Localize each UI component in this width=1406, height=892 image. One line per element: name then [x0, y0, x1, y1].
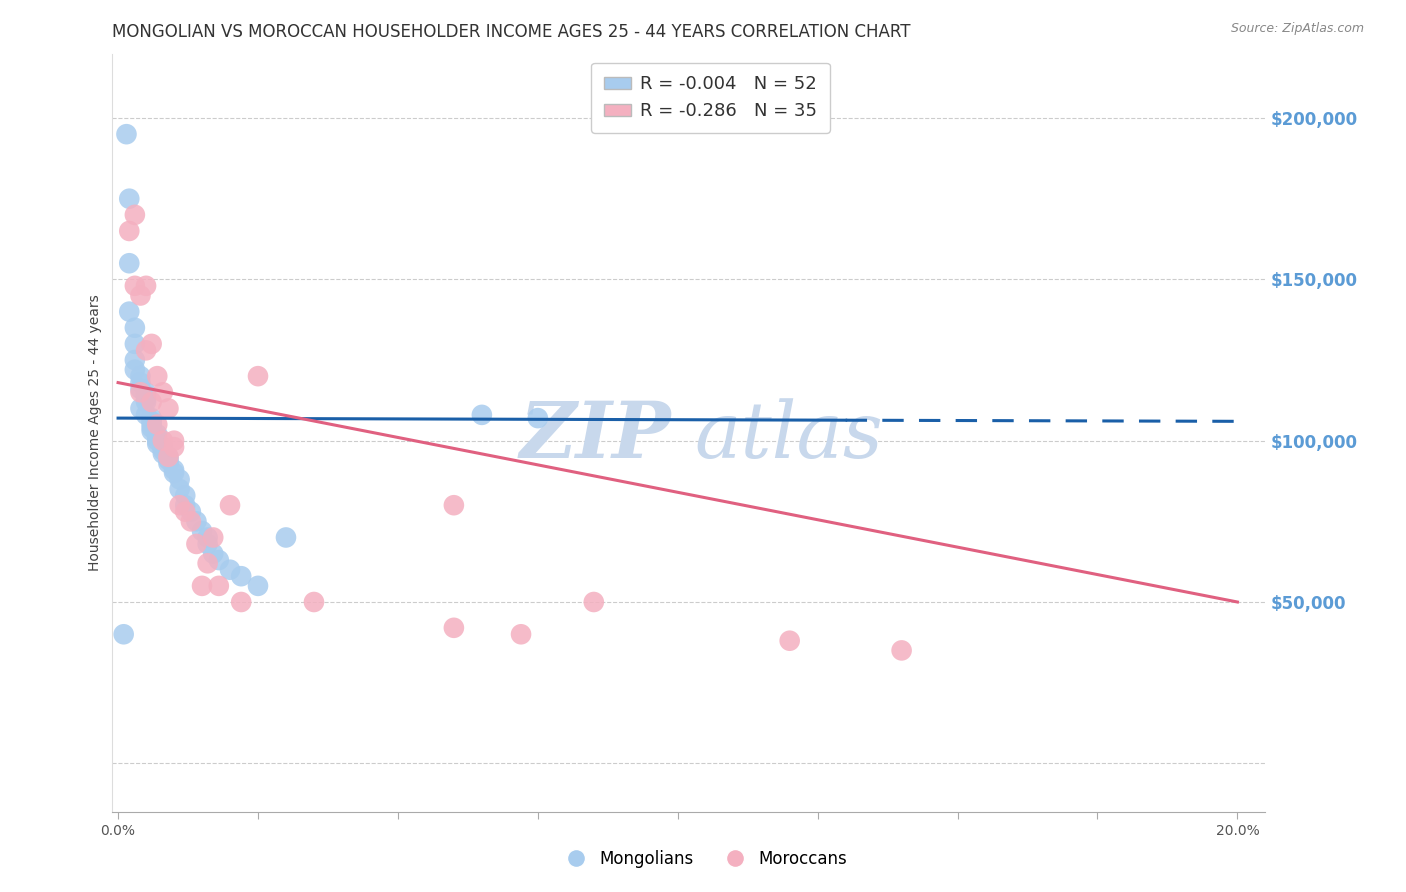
Point — [141, 395, 163, 409]
Point — [141, 417, 163, 432]
Point — [124, 337, 146, 351]
Point — [163, 434, 186, 448]
Point — [180, 514, 202, 528]
Point — [202, 531, 225, 545]
Point — [231, 569, 253, 583]
Point — [174, 489, 197, 503]
Point — [582, 595, 605, 609]
Point — [152, 443, 174, 458]
Text: atlas: atlas — [695, 398, 883, 475]
Point — [141, 414, 163, 428]
Point — [208, 553, 231, 567]
Point — [202, 547, 225, 561]
Point — [124, 208, 146, 222]
Point — [471, 408, 494, 422]
Point — [146, 434, 169, 448]
Point — [510, 627, 533, 641]
Point — [152, 434, 174, 448]
Point — [129, 382, 152, 396]
Point — [146, 430, 169, 444]
Point — [115, 127, 138, 141]
Point — [191, 579, 214, 593]
Point — [146, 437, 169, 451]
Point — [135, 385, 157, 400]
Point — [169, 482, 191, 496]
Point — [219, 563, 242, 577]
Point — [118, 304, 141, 318]
Point — [146, 427, 169, 442]
Point — [118, 256, 141, 270]
Point — [197, 537, 219, 551]
Point — [169, 472, 191, 486]
Point — [231, 595, 253, 609]
Point — [208, 579, 231, 593]
Point — [174, 498, 197, 512]
Point — [169, 498, 191, 512]
Point — [124, 278, 146, 293]
Point — [302, 595, 325, 609]
Point — [274, 531, 297, 545]
Legend: R = -0.004   N = 52, R = -0.286   N = 35: R = -0.004 N = 52, R = -0.286 N = 35 — [592, 62, 830, 133]
Point — [141, 411, 163, 425]
Point — [527, 411, 550, 425]
Point — [152, 447, 174, 461]
Text: Source: ZipAtlas.com: Source: ZipAtlas.com — [1230, 22, 1364, 36]
Point — [141, 421, 163, 435]
Point — [141, 424, 163, 438]
Point — [129, 376, 152, 390]
Point — [124, 320, 146, 334]
Point — [163, 463, 186, 477]
Point — [157, 450, 180, 464]
Point — [186, 514, 208, 528]
Point — [118, 224, 141, 238]
Point — [779, 633, 801, 648]
Point — [135, 278, 157, 293]
Point — [129, 401, 152, 416]
Point — [443, 498, 465, 512]
Point — [146, 417, 169, 432]
Point — [152, 440, 174, 454]
Point — [163, 440, 186, 454]
Point — [135, 395, 157, 409]
Point — [246, 579, 269, 593]
Point — [124, 353, 146, 368]
Point — [152, 385, 174, 400]
Point — [246, 369, 269, 384]
Point — [146, 369, 169, 384]
Point — [191, 524, 214, 538]
Point — [890, 643, 912, 657]
Text: ZIP: ZIP — [520, 398, 672, 475]
Point — [157, 456, 180, 470]
Point — [443, 621, 465, 635]
Point — [141, 337, 163, 351]
Point — [219, 498, 242, 512]
Point — [163, 466, 186, 480]
Y-axis label: Householder Income Ages 25 - 44 years: Householder Income Ages 25 - 44 years — [89, 294, 103, 571]
Point — [197, 531, 219, 545]
Point — [157, 401, 180, 416]
Point — [135, 343, 157, 358]
Point — [180, 505, 202, 519]
Legend: Mongolians, Moroccans: Mongolians, Moroccans — [553, 844, 853, 875]
Point — [129, 288, 152, 302]
Point — [118, 192, 141, 206]
Point — [157, 453, 180, 467]
Point — [135, 408, 157, 422]
Point — [197, 556, 219, 570]
Point — [124, 362, 146, 376]
Point — [135, 388, 157, 402]
Point — [112, 627, 135, 641]
Point — [135, 392, 157, 406]
Point — [129, 369, 152, 384]
Point — [129, 385, 152, 400]
Point — [174, 505, 197, 519]
Text: MONGOLIAN VS MOROCCAN HOUSEHOLDER INCOME AGES 25 - 44 YEARS CORRELATION CHART: MONGOLIAN VS MOROCCAN HOUSEHOLDER INCOME… — [112, 23, 911, 41]
Point — [186, 537, 208, 551]
Point — [157, 450, 180, 464]
